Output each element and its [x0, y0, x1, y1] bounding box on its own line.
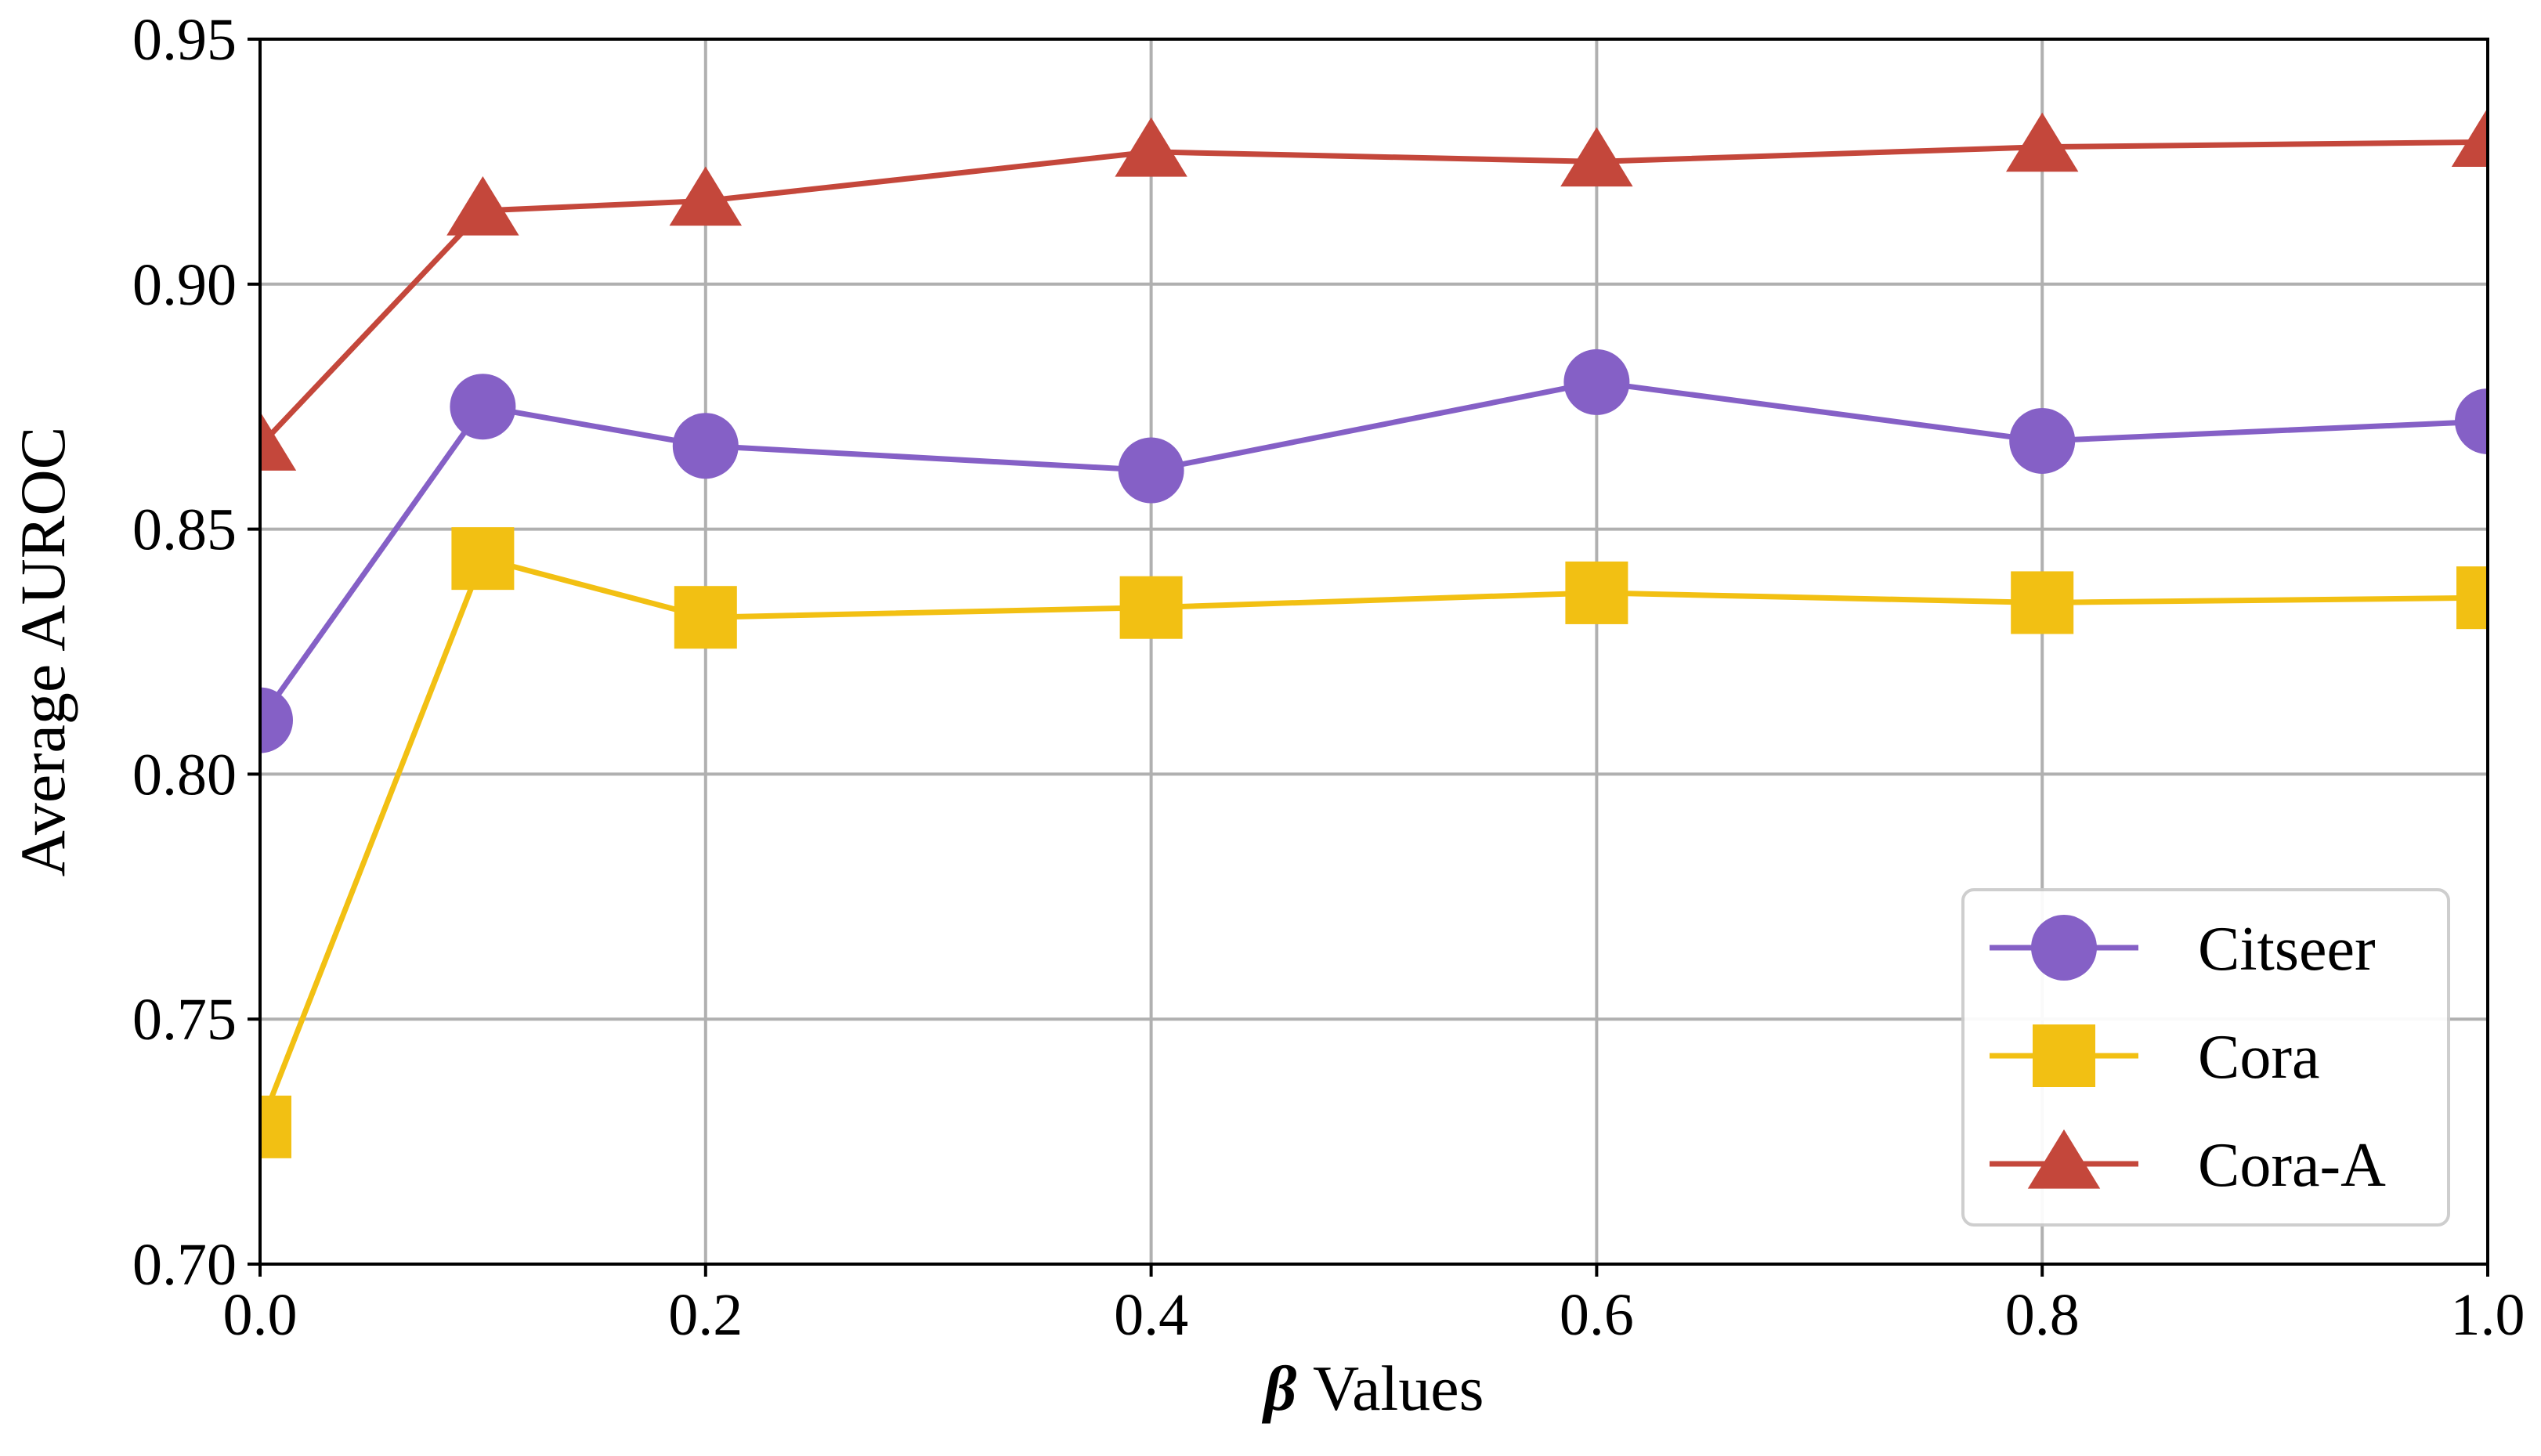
series-line-citseer [260, 379, 2488, 722]
data-point-citseer [672, 413, 739, 479]
legend-item-citseer: Citseer [1990, 915, 2376, 984]
legend-label-cora-a: Cora-A [2198, 1131, 2386, 1200]
data-point-citseer [260, 687, 293, 753]
data-point-cora-a [669, 166, 742, 226]
series-citseer [260, 349, 2488, 753]
legend-item-cora: Cora [1990, 1023, 2320, 1092]
y-tick-label: 0.70 [132, 1232, 237, 1298]
x-tick-label: 0.4 [1114, 1282, 1188, 1348]
y-axis: 0.70 0.75 0.80 0.85 0.90 0.95 [132, 7, 260, 1298]
series-cora-a [260, 107, 2488, 471]
y-tick-label: 0.90 [132, 252, 237, 318]
data-point-cora-a [1560, 127, 1633, 187]
data-point-cora [1119, 576, 1183, 639]
series-cora [260, 527, 2488, 1158]
data-point-cora-a [446, 175, 519, 236]
x-axis: 0.0 0.2 0.4 0.6 0.8 1.0 [223, 1264, 2525, 1348]
legend-marker-cora-a [2027, 1129, 2101, 1189]
legend-item-cora-a: Cora-A [1990, 1129, 2386, 1200]
x-tick-label: 0.6 [1560, 1282, 1634, 1348]
data-point-cora [451, 527, 515, 591]
legend-frame [1961, 888, 2450, 1227]
data-point-cora [2011, 571, 2074, 634]
data-point-cora [1565, 561, 1628, 624]
legend-label-citseer: Citseer [2198, 915, 2376, 984]
data-point-cora [260, 1095, 291, 1158]
data-point-citseer [1118, 437, 1184, 504]
data-point-cora [2456, 566, 2488, 630]
series-line-cora-a [260, 139, 2488, 448]
y-tick-label: 0.95 [132, 7, 237, 73]
y-axis-label: Average AUROC [7, 427, 78, 877]
y-tick-label: 0.80 [132, 742, 237, 807]
data-point-citseer [2009, 407, 2076, 474]
plot-frame [258, 38, 2489, 1266]
x-tick-label: 0.2 [668, 1282, 743, 1348]
data-point-citseer [1563, 349, 1630, 415]
x-axis-label: β Values [1261, 1353, 1484, 1424]
x-tick-label: 0.8 [2005, 1282, 2080, 1348]
data-point-cora-a [2006, 112, 2079, 172]
data-point-citseer [2455, 388, 2488, 454]
data-point-cora [674, 586, 737, 649]
data-point-cora-a [1115, 117, 1187, 177]
data-point-cora-a [2451, 107, 2488, 168]
x-axis-label-text: Values [1296, 1353, 1484, 1424]
legend: Citseer Cora Cora-A [1961, 888, 2450, 1227]
data-point-citseer [450, 374, 516, 440]
y-tick-label: 0.85 [132, 497, 237, 563]
x-tick-label: 1.0 [2451, 1282, 2525, 1348]
legend-marker-cora [2033, 1024, 2095, 1087]
data-point-cora-a [260, 411, 297, 471]
x-tick-label: 0.0 [223, 1282, 298, 1348]
legend-marker-citseer [2031, 915, 2097, 981]
series-layer [260, 107, 2488, 1158]
x-axis-symbol: β [1261, 1353, 1296, 1424]
y-tick-label: 0.75 [132, 987, 237, 1053]
legend-label-cora: Cora [2198, 1023, 2320, 1092]
